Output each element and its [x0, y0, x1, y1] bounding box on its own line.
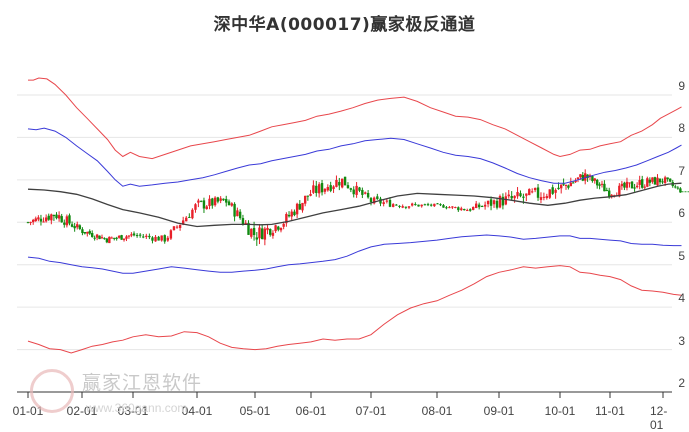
mid-line-line	[27, 182, 682, 228]
x-tick-label: 06-01	[295, 404, 327, 418]
y-tick-label: 9	[678, 78, 685, 93]
x-tick-label: 12-01	[650, 404, 668, 432]
outer-lower-line	[27, 265, 682, 354]
outer-upper-line	[28, 77, 682, 160]
x-tick-label: 03-01	[117, 404, 149, 418]
x-tick-label: 02-01	[66, 404, 98, 418]
x-tick-label: 09-01	[483, 404, 515, 418]
x-tick-label: 04-01	[181, 404, 213, 418]
y-tick-label: 7	[678, 163, 685, 178]
chart-title: 深中华A(000017)赢家极反通道	[213, 15, 476, 35]
watermark-url: www.360gann.com	[86, 401, 188, 415]
x-tick-label: 05-01	[239, 404, 271, 418]
x-tick-label: 01-01	[12, 404, 44, 418]
x-tick-label: 07-01	[355, 404, 387, 418]
x-tick-label: 08-01	[421, 404, 453, 418]
x-tick-label: 10-01	[544, 404, 576, 418]
y-tick-label: 2	[678, 376, 685, 390]
watermark-text: 赢家江恩软件	[82, 372, 203, 394]
y-tick-label: 8	[678, 121, 685, 136]
inner-upper-line	[27, 127, 682, 187]
y-tick-label: 5	[678, 248, 685, 263]
channel-lines	[27, 77, 689, 354]
y-tick-label: 6	[678, 206, 685, 221]
grid-lines	[17, 94, 672, 351]
watermark-logo-icon	[30, 369, 74, 413]
y-tick-label: 4	[678, 291, 685, 306]
y-tick-label: 3	[678, 333, 685, 348]
x-tick-label: 11-01	[595, 404, 625, 418]
candlesticks	[26, 169, 682, 246]
inner-lower-line	[27, 234, 682, 274]
x-axis	[17, 391, 672, 398]
